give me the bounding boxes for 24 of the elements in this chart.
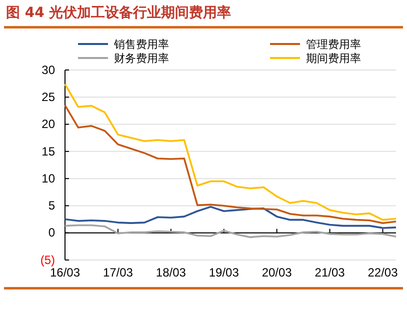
line-series (64, 104, 397, 224)
legend-label: 期间费用率 (306, 52, 361, 65)
y-tick-label: 10 (42, 171, 56, 186)
y-tick-label: 15 (42, 144, 56, 158)
y-tick-label: 0 (48, 226, 56, 240)
legend-label: 管理费用率 (306, 38, 361, 51)
x-tick-label: 21/03 (314, 266, 346, 280)
line-series (64, 83, 397, 221)
line-series (64, 206, 397, 229)
legend-label: 财务费用率 (114, 52, 169, 65)
x-tick-label: 17/03 (102, 266, 134, 280)
y-tick-label: 20 (42, 117, 56, 132)
legend-label: 销售费用率 (113, 38, 169, 51)
x-tick-label: 19/03 (208, 266, 240, 280)
y-tick-label: 30 (42, 62, 56, 77)
x-tick-label: 16/03 (50, 266, 80, 280)
x-tick-label: 22/03 (368, 266, 398, 280)
y-tick-label: (5) (40, 252, 55, 267)
x-tick-label: 18/03 (156, 266, 186, 280)
chart-title: 图 44 光伏加工设备行业期间费用率 (6, 4, 232, 21)
y-tick-label: 5 (48, 198, 56, 213)
y-tick-label: 25 (42, 90, 56, 104)
line-series (64, 224, 397, 238)
x-tick-label: 20/03 (262, 266, 292, 280)
